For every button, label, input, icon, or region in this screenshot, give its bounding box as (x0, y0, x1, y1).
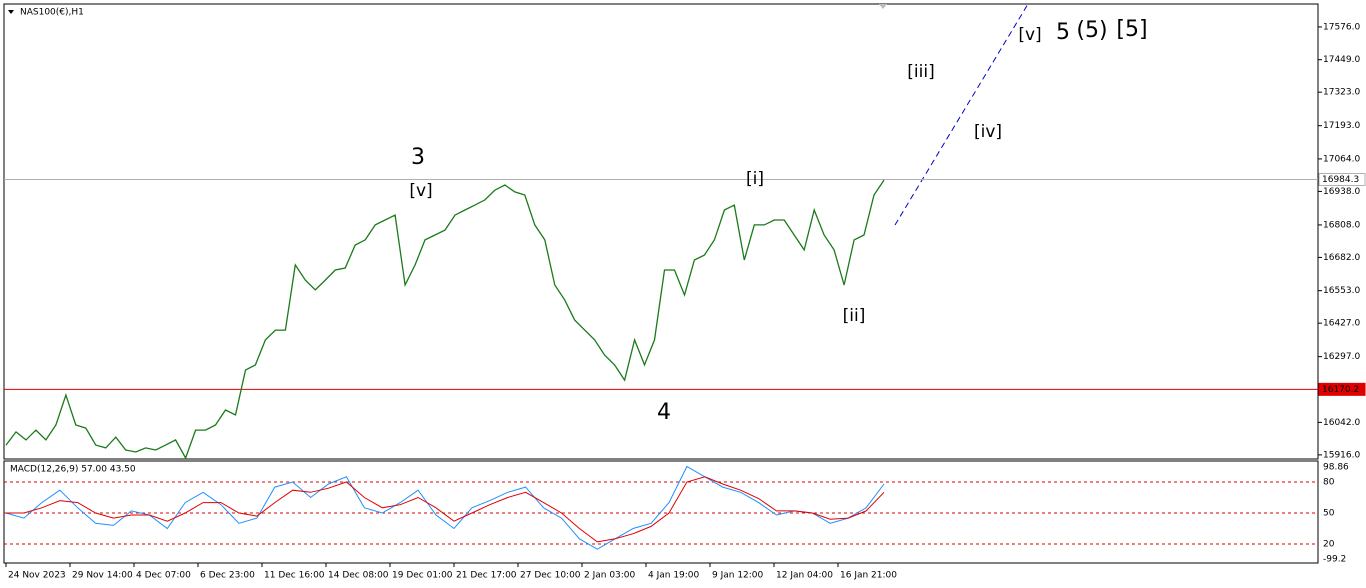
level-line-box (1318, 382, 1366, 396)
wave-label: [iii] (907, 62, 934, 82)
oscillator-line (6, 476, 885, 543)
x-tick-label: 2 Jan 03:00 (584, 571, 636, 581)
oscillator-tick-label: 80 (1323, 477, 1335, 487)
projection-line (894, 3, 1029, 226)
level-line-label: 16170.2 (1322, 385, 1359, 395)
y-tick-label: 16042.0 (1323, 418, 1360, 428)
wave-label: 3 (411, 145, 425, 170)
wave-label: 5 (1056, 20, 1070, 45)
x-tick-label: 27 Dec 10:00 (520, 571, 581, 581)
oscillator-title: MACD(12,26,9) 57.00 43.50 (10, 465, 136, 475)
y-tick-label: 16938.0 (1323, 187, 1360, 197)
y-tick-label: 17449.0 (1323, 55, 1360, 65)
x-tick-label: 4 Jan 19:00 (648, 571, 700, 581)
y-tick-label: 17576.0 (1323, 22, 1360, 32)
y-tick-label: 17064.0 (1323, 154, 1360, 164)
x-tick-label: 24 Nov 2023 (8, 571, 66, 581)
price-pane (3, 3, 1319, 460)
wave-label: 4 (657, 400, 671, 425)
y-tick-label: 16682.0 (1323, 253, 1360, 263)
price-line (5, 179, 885, 460)
x-tick-label: 4 Dec 07:00 (136, 571, 191, 581)
x-tick-label: 14 Dec 08:00 (328, 571, 389, 581)
oscillator-tick-label: 20 (1323, 539, 1335, 549)
y-tick-label: 15916.0 (1323, 450, 1360, 460)
x-tick-label: 19 Dec 01:00 (392, 571, 453, 581)
x-tick-label: 6 Dec 23:00 (200, 571, 255, 581)
oscillator-tick-label: 50 (1323, 508, 1335, 518)
y-tick-label: 17193.0 (1323, 121, 1360, 131)
x-tick-label: 21 Dec 17:00 (456, 571, 517, 581)
y-tick-label: 16808.0 (1323, 220, 1360, 230)
y-tick-label: 16297.0 (1323, 352, 1360, 362)
wave-label: [5] (1116, 17, 1147, 42)
oscillator-min-label: -99.2 (1323, 555, 1346, 565)
current-price-line-box (1318, 172, 1366, 186)
y-tick-label: 17323.0 (1323, 88, 1360, 98)
x-tick-label: 12 Jan 04:00 (776, 571, 833, 581)
wave-label: [v] (1018, 25, 1041, 45)
current-price-line-label: 16984.3 (1322, 175, 1359, 185)
y-tick-label: 16553.0 (1323, 286, 1360, 296)
x-tick-label: 9 Jan 12:00 (712, 571, 764, 581)
wave-label: [ii] (843, 306, 866, 326)
oscillator-max-label: 98.86 (1323, 463, 1349, 473)
wave-label: [v] (409, 181, 432, 201)
menu-arrow[interactable] (8, 10, 14, 14)
oscillator-line (5, 465, 885, 550)
y-tick-label: 16427.0 (1323, 319, 1360, 329)
x-tick-label: 11 Dec 16:00 (264, 571, 325, 581)
scroll-marker[interactable] (879, 4, 887, 9)
x-tick-label: 16 Jan 21:00 (840, 571, 897, 581)
x-tick-label: 29 Nov 14:00 (72, 571, 133, 581)
wave-label: [iv] (974, 122, 1002, 142)
wave-label: [i] (746, 169, 764, 189)
wave-label: (5) (1076, 18, 1107, 43)
symbol-title: NAS100(€),H1 (20, 8, 84, 18)
